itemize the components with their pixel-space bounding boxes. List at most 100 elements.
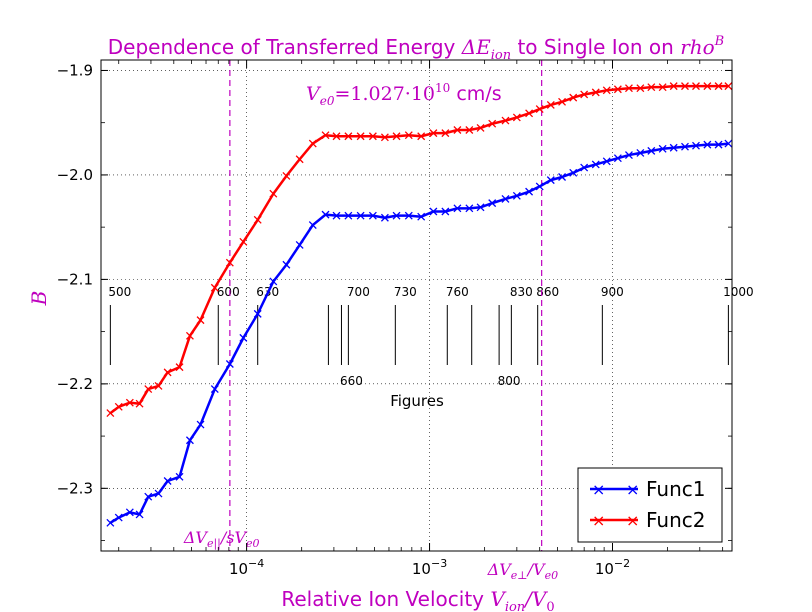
x-tick-label: 10−3 xyxy=(412,557,447,578)
legend-marker-func1-end: × xyxy=(626,480,639,499)
series-point-func2 xyxy=(669,82,678,91)
legend-marker-func1: × xyxy=(592,480,605,499)
series-point-func1 xyxy=(613,154,622,163)
reference-vline-label: ΔVe⊥/Ve0 xyxy=(487,560,558,582)
ve0-subscript: e0 xyxy=(320,94,335,108)
figure-marker-label: 700 xyxy=(347,285,370,299)
series-point-func1 xyxy=(308,221,317,230)
chart-title-symbol: ΔE xyxy=(461,35,491,59)
series-point-func2 xyxy=(114,402,123,411)
series-point-func1 xyxy=(591,160,600,169)
series-point-func2 xyxy=(525,109,534,118)
series-point-func1 xyxy=(580,163,589,172)
series-point-func1 xyxy=(135,510,144,519)
series-point-func1 xyxy=(175,472,184,481)
series-point-func1 xyxy=(185,436,194,445)
ve0-symbol: V xyxy=(306,83,322,105)
series-point-func1 xyxy=(692,141,700,150)
series-point-func1 xyxy=(525,187,534,196)
series-point-func2 xyxy=(253,215,262,224)
series-point-func1 xyxy=(558,173,567,181)
series-point-func1 xyxy=(501,194,510,203)
series-point-func1 xyxy=(429,207,438,216)
series-point-func1 xyxy=(488,199,497,208)
series-point-func1 xyxy=(724,139,733,148)
series-point-func1 xyxy=(681,142,689,151)
series-point-func2 xyxy=(569,93,578,102)
series-point-func2 xyxy=(344,132,353,141)
series-point-func1 xyxy=(253,309,262,318)
series-point-func1 xyxy=(295,240,304,249)
x-axis-label-symbol: V xyxy=(490,587,507,611)
series-point-func1 xyxy=(210,385,219,394)
series-point-func1 xyxy=(114,513,123,522)
series-point-func2 xyxy=(613,85,622,94)
series-point-func2 xyxy=(636,84,645,93)
series-point-func1 xyxy=(125,508,134,517)
series-point-func2 xyxy=(321,131,330,140)
series-point-func2 xyxy=(308,139,317,148)
figure-marker-label: 500 xyxy=(108,285,131,299)
series-point-func2 xyxy=(453,126,462,134)
plot-frame xyxy=(100,59,733,552)
x-axis-label-tail: /V xyxy=(523,587,549,611)
series-point-func2 xyxy=(332,132,341,141)
series-point-func1 xyxy=(417,212,426,221)
series-point-func2 xyxy=(535,105,544,114)
series-point-func2 xyxy=(392,132,401,141)
series-point-func2 xyxy=(724,82,733,91)
figure-marker-label: 830 xyxy=(510,285,533,299)
series-point-func2 xyxy=(135,399,144,408)
reference-vline-label: ΔVe||/sVe0 xyxy=(183,528,260,551)
series-layer xyxy=(106,82,733,527)
y-tick-label: −2.2 xyxy=(57,375,93,393)
series-point-func2 xyxy=(476,123,485,132)
series-point-func1 xyxy=(239,333,248,342)
series-point-func1 xyxy=(344,211,353,220)
series-point-func2 xyxy=(175,363,184,372)
series-point-func1 xyxy=(225,360,234,368)
y-tick-label: −2.1 xyxy=(57,270,93,288)
series-point-func1 xyxy=(714,140,723,149)
series-point-func1 xyxy=(546,176,555,185)
series-point-func2 xyxy=(681,82,689,91)
series-point-func2 xyxy=(624,84,633,93)
series-point-func1 xyxy=(569,168,578,177)
series-point-func1 xyxy=(380,213,389,222)
axis-ticks: −1.9 −2.0 −2.1 −2.2 −2.3 10−4 10−3 10−2 xyxy=(57,60,732,578)
reference-lines: ΔVe||/sVe0 ΔVe⊥/Ve0 xyxy=(183,60,558,582)
series-point-func2 xyxy=(512,113,521,122)
series-point-func2 xyxy=(185,331,194,340)
series-point-func1 xyxy=(392,211,401,220)
figure-marker-label: 800 xyxy=(498,374,521,388)
series-point-func2 xyxy=(144,385,153,394)
x-axis-label-tail-subscript: 0 xyxy=(546,600,554,612)
y-axis-label: B xyxy=(27,291,51,307)
series-point-func2 xyxy=(295,155,304,164)
series-point-func2 xyxy=(225,258,234,267)
series-point-func1 xyxy=(512,191,521,200)
series-point-func2 xyxy=(602,86,611,95)
series-point-func2 xyxy=(404,131,413,140)
series-point-func2 xyxy=(714,82,723,91)
series-point-func2 xyxy=(692,82,700,91)
legend-box xyxy=(577,467,723,543)
series-point-func1 xyxy=(282,260,291,269)
series-point-func1 xyxy=(196,420,205,429)
series-point-func1 xyxy=(703,140,712,149)
series-point-func2 xyxy=(558,97,567,106)
series-point-func2 xyxy=(239,237,248,246)
ve0-exponent: 10 xyxy=(435,81,450,95)
series-point-func2 xyxy=(269,189,278,198)
ve0-unit: cm/s xyxy=(450,83,501,105)
series-point-func1 xyxy=(465,204,474,213)
chart-title-middle: to Single Ion on xyxy=(511,35,680,59)
series-point-func1 xyxy=(453,204,462,213)
chart-title-subscript: ion xyxy=(491,48,511,63)
series-point-func2 xyxy=(417,132,426,141)
series-point-func2 xyxy=(196,316,205,325)
series-point-func2 xyxy=(154,381,163,390)
chart-title-symbol2: rho xyxy=(680,35,714,59)
series-point-func2 xyxy=(282,172,291,180)
